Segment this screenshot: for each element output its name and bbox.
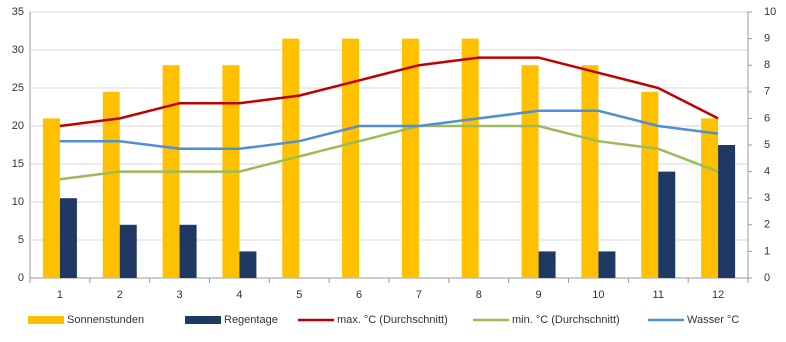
legend-label: max. °C (Durchschnitt) xyxy=(337,314,448,326)
bar xyxy=(102,91,120,278)
x-tick-label: 6 xyxy=(356,289,362,301)
bar xyxy=(179,224,197,278)
y2-tick-label: 9 xyxy=(764,33,770,45)
x-tick-label: 1 xyxy=(57,289,63,301)
y-tick-label: 20 xyxy=(12,120,24,132)
x-tick-label: 4 xyxy=(236,289,242,301)
bar xyxy=(42,118,60,279)
y-tick-label: 30 xyxy=(12,44,24,56)
bar xyxy=(59,198,77,278)
legend-swatch xyxy=(185,316,221,324)
bar xyxy=(658,171,676,278)
x-tick-label: 5 xyxy=(296,289,302,301)
legend-label: min. °C (Durchschnitt) xyxy=(512,314,620,326)
bar xyxy=(239,251,257,278)
x-tick-label: 12 xyxy=(712,289,724,301)
y2-tick-label: 10 xyxy=(764,6,776,18)
bar xyxy=(581,65,599,278)
y2-tick-label: 7 xyxy=(764,86,770,98)
legend-label: Regentage xyxy=(224,314,278,326)
bar xyxy=(641,91,659,278)
line xyxy=(59,124,719,181)
bar xyxy=(401,38,419,278)
bar xyxy=(701,118,719,279)
x-tick-label: 7 xyxy=(416,289,422,301)
y-tick-label: 15 xyxy=(12,158,24,170)
x-tick-label: 3 xyxy=(177,289,183,301)
y-tick-label: 0 xyxy=(18,272,24,284)
y2-tick-label: 0 xyxy=(764,272,770,284)
y2-tick-label: 8 xyxy=(764,59,770,71)
y2-tick-label: 4 xyxy=(764,166,770,178)
y2-tick-label: 5 xyxy=(764,139,770,151)
bar xyxy=(461,38,479,278)
y-tick-label: 10 xyxy=(12,196,24,208)
x-tick-label: 11 xyxy=(653,289,664,301)
y2-tick-label: 1 xyxy=(764,245,770,257)
bar xyxy=(598,251,616,278)
x-tick-label: 9 xyxy=(536,289,542,301)
bar xyxy=(521,65,539,278)
bar xyxy=(538,251,556,278)
bar xyxy=(718,145,736,278)
y-tick-label: 5 xyxy=(18,234,24,246)
bar xyxy=(342,38,360,278)
y-tick-label: 25 xyxy=(12,82,24,94)
y2-tick-label: 6 xyxy=(764,112,770,124)
y-tick-label: 35 xyxy=(12,6,24,18)
line xyxy=(59,109,719,151)
x-tick-label: 8 xyxy=(476,289,482,301)
legend-swatch xyxy=(28,316,64,324)
y2-tick-label: 3 xyxy=(764,192,770,204)
x-tick-label: 2 xyxy=(117,289,123,301)
legend-label: Wasser °C xyxy=(687,314,739,326)
x-tick-label: 10 xyxy=(592,289,604,301)
bar xyxy=(119,224,137,278)
y2-tick-label: 2 xyxy=(764,219,770,231)
line xyxy=(59,56,719,128)
legend-label: Sonnenstunden xyxy=(67,314,144,326)
